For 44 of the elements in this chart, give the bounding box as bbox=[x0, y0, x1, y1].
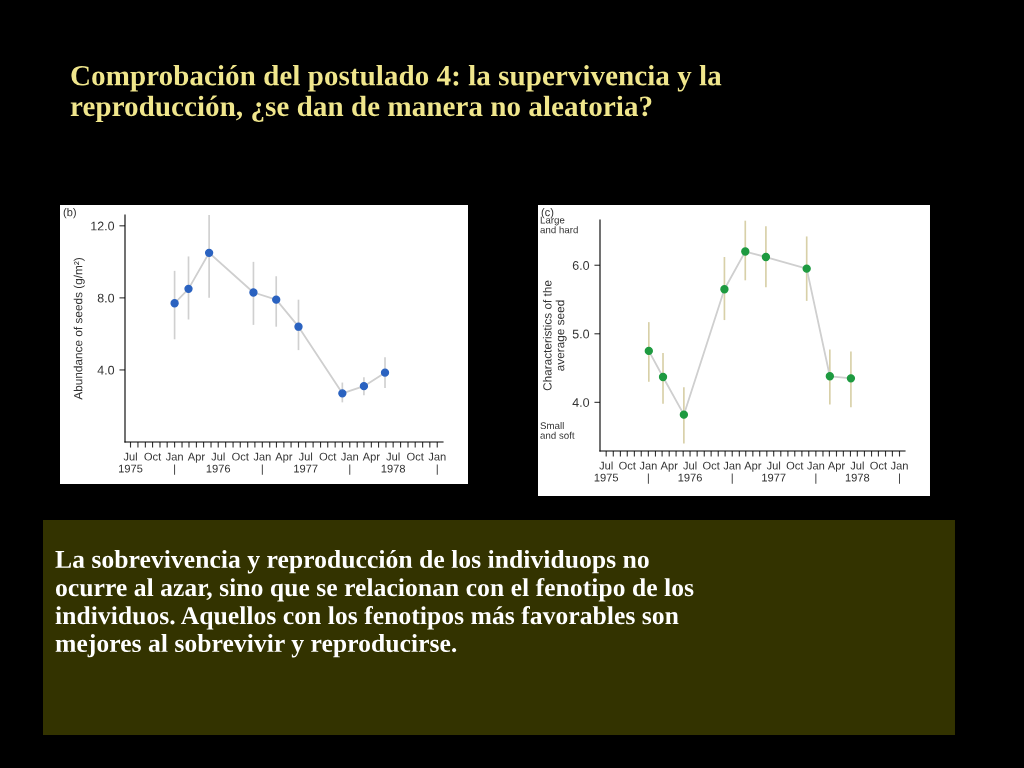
y-tick-label: 12.0 bbox=[91, 221, 115, 231]
y-tick-label: 4.0 bbox=[97, 365, 115, 375]
y-tick-label: 8.0 bbox=[97, 293, 115, 303]
text: La sobrevivencia y reproducción de los individuops no ocurre al azar, sino que se relacionan con el fenotipo de los individuos. Aquellos con los fenotipos más favorables son mejores al sobrevivir y reproducirse. bbox=[55, 550, 694, 658]
x-tick-label: Jul 1975 bbox=[594, 461, 619, 482]
text: Small and soft bbox=[540, 421, 575, 439]
x-tick-label: Oct bbox=[319, 452, 337, 461]
x-tick-label: Oct bbox=[619, 461, 636, 470]
x-tick-label: Oct bbox=[144, 452, 162, 461]
x-tick-label: Jul 1978 bbox=[381, 452, 406, 473]
x-tick-label: Apr bbox=[187, 452, 205, 463]
x-tick-label: Oct bbox=[870, 461, 887, 470]
x-tick-label: Apr bbox=[275, 452, 293, 463]
text: Comprobación del postulado 4: la supervivencia y la reproducción, ¿se dan de manera no aleatoria? bbox=[70, 65, 722, 123]
x-tick-label: Apr bbox=[827, 461, 845, 472]
y-axis-title: Abundance of seeds (g/m²) bbox=[73, 258, 85, 400]
x-tick-label: Jan | bbox=[723, 461, 741, 484]
x-tick-label: Jan | bbox=[165, 452, 183, 475]
x-tick-label: Apr bbox=[362, 452, 380, 463]
text: Large and hard bbox=[540, 216, 578, 234]
x-tick-label: Oct bbox=[407, 452, 424, 461]
x-tick-label: Oct bbox=[786, 461, 804, 470]
x-tick-label: Oct bbox=[703, 461, 720, 470]
x-tick-label: Apr bbox=[660, 461, 678, 472]
x-tick-label: Jan | bbox=[428, 452, 446, 475]
y-tick-label: 6.0 bbox=[572, 261, 590, 270]
x-tick-label: Jul 1977 bbox=[762, 461, 786, 482]
x-tick-label: Jan | bbox=[639, 461, 657, 484]
y-tick-label: 4.0 bbox=[572, 398, 590, 407]
x-tick-label: Jan | bbox=[253, 452, 271, 475]
x-tick-label: Jan | bbox=[807, 461, 825, 484]
x-tick-label: Apr bbox=[744, 461, 762, 472]
chart-title: (c) bbox=[541, 208, 554, 219]
x-tick-label: Jul 1977 bbox=[294, 452, 318, 473]
x-tick-label: Jul 1978 bbox=[845, 461, 870, 482]
x-tick-label: Jan | bbox=[890, 461, 908, 484]
x-tick-label: Oct bbox=[232, 452, 249, 461]
x-tick-label: Jan | bbox=[341, 452, 359, 475]
x-tick-label: Jul 1976 bbox=[206, 452, 231, 473]
chart-title: (b) bbox=[63, 208, 76, 219]
y-axis-title: Characteristics of the average seed bbox=[542, 280, 567, 391]
y-tick-label: 5.0 bbox=[572, 329, 590, 339]
x-tick-label: Jul 1975 bbox=[119, 452, 143, 473]
x-tick-label: Jul 1976 bbox=[678, 461, 702, 482]
